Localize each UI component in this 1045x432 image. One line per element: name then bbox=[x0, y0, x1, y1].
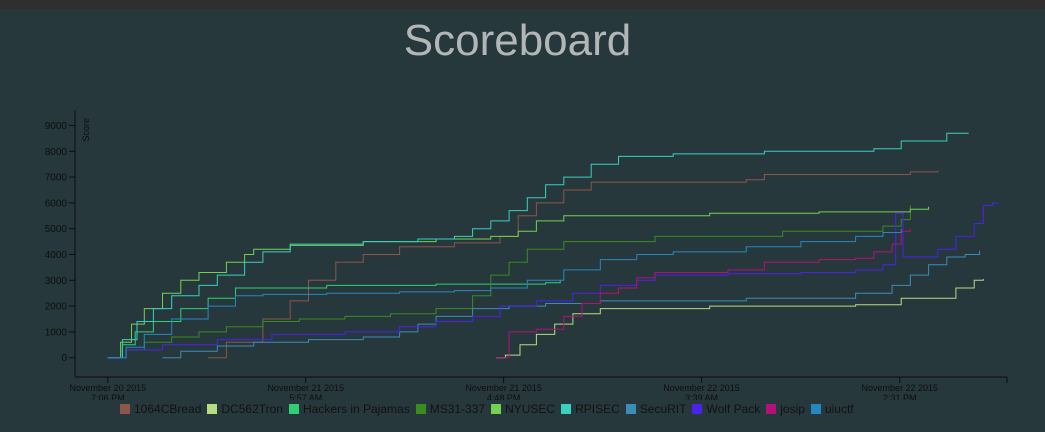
scoreboard-chart: 0 1000 2000 3000 4000 5000 6000 7000 8000 9000 Sco… bbox=[45, 110, 1008, 400]
x-tick-label-date: November 22 2015 bbox=[663, 383, 740, 393]
legend-label: DC562Tron bbox=[221, 402, 283, 416]
legend-swatch bbox=[491, 404, 502, 414]
page-title: Scoreboard bbox=[403, 16, 632, 65]
x-tick-label-date: November 21 2015 bbox=[267, 383, 344, 393]
series-line-uiuctf bbox=[107, 228, 902, 359]
legend-item: DC562Tron bbox=[207, 402, 283, 416]
chart-series-lines bbox=[107, 132, 998, 359]
legend-swatch bbox=[810, 404, 821, 414]
series-line-rpisec bbox=[107, 132, 969, 359]
legend-label: 1064CBread bbox=[134, 402, 202, 416]
y-tick-label: 1000 bbox=[45, 327, 68, 338]
legend-item: Wolf Pack bbox=[692, 402, 760, 416]
legend-label: josip bbox=[780, 402, 805, 416]
x-tick-label-date: November 21 2015 bbox=[465, 383, 542, 393]
y-tick-label: 5000 bbox=[45, 224, 68, 235]
x-tick-label-time: 7:06 PM bbox=[91, 393, 125, 400]
legend-label: uiuctf bbox=[824, 402, 854, 416]
x-tick-label-date: November 20 2015 bbox=[70, 383, 147, 393]
y-axis-label: Score bbox=[81, 118, 91, 142]
x-tick-label-time: 3:39 AM bbox=[685, 393, 718, 400]
legend-swatch bbox=[561, 404, 572, 414]
legend-item: RPISEC bbox=[561, 402, 620, 416]
series-line-1064cbread bbox=[208, 170, 939, 359]
series-line-ms31-337 bbox=[107, 205, 911, 359]
legend-label: NYUSEC bbox=[505, 402, 556, 416]
chart-axes: 0 1000 2000 3000 4000 5000 6000 7000 8000 9000 Sco… bbox=[45, 110, 1008, 400]
y-tick-label: 8000 bbox=[45, 147, 68, 158]
legend-item: josip bbox=[766, 402, 805, 416]
legend-swatch bbox=[207, 404, 218, 414]
legend-swatch bbox=[288, 404, 299, 414]
x-tick-label-time: 5:57 AM bbox=[289, 393, 322, 400]
y-tick-label: 0 bbox=[61, 353, 67, 364]
y-tick-label: 2000 bbox=[45, 302, 68, 313]
legend-swatch bbox=[692, 404, 703, 414]
legend-item: MS31-337 bbox=[415, 402, 486, 416]
legend-item: SecuRIT bbox=[625, 402, 687, 416]
y-tick-label: 7000 bbox=[45, 173, 68, 184]
legend-swatch bbox=[415, 404, 426, 414]
series-line-josip bbox=[496, 228, 911, 359]
legend-swatch bbox=[625, 404, 636, 414]
legend-label: Wolf Pack bbox=[706, 402, 761, 416]
legend-item: 1064CBread bbox=[120, 402, 201, 416]
legend-label: RPISEC bbox=[575, 402, 620, 416]
x-tick-label-time: 4:48 PM bbox=[487, 393, 521, 400]
y-tick-label: 9000 bbox=[45, 121, 68, 132]
legend-swatch bbox=[120, 404, 130, 414]
legend-item: uiuctf bbox=[810, 402, 854, 416]
legend-label: MS31-337 bbox=[429, 402, 486, 416]
series-line-dc562tron bbox=[496, 279, 984, 359]
y-tick-label: 6000 bbox=[45, 198, 68, 209]
y-tick-label: 3000 bbox=[45, 276, 68, 287]
x-tick-label-time: 2:31 PM bbox=[883, 393, 917, 400]
legend-item: NYUSEC bbox=[491, 402, 555, 416]
series-line-hackers-in-pajamas bbox=[107, 280, 561, 359]
legend-label: SecuRIT bbox=[639, 402, 687, 416]
legend-item: Hackers in Pajamas bbox=[288, 402, 410, 416]
legend-label: Hackers in Pajamas bbox=[302, 402, 410, 416]
x-tick-label-date: November 22 2015 bbox=[861, 383, 938, 393]
y-tick-label: 4000 bbox=[45, 250, 68, 261]
series-line-securit bbox=[162, 250, 981, 359]
top-bar bbox=[0, 0, 1045, 9]
chart-legend: 1064CBread DC562Tron Hackers in Pajamas MS3… bbox=[120, 402, 860, 416]
legend-swatch bbox=[766, 404, 777, 414]
